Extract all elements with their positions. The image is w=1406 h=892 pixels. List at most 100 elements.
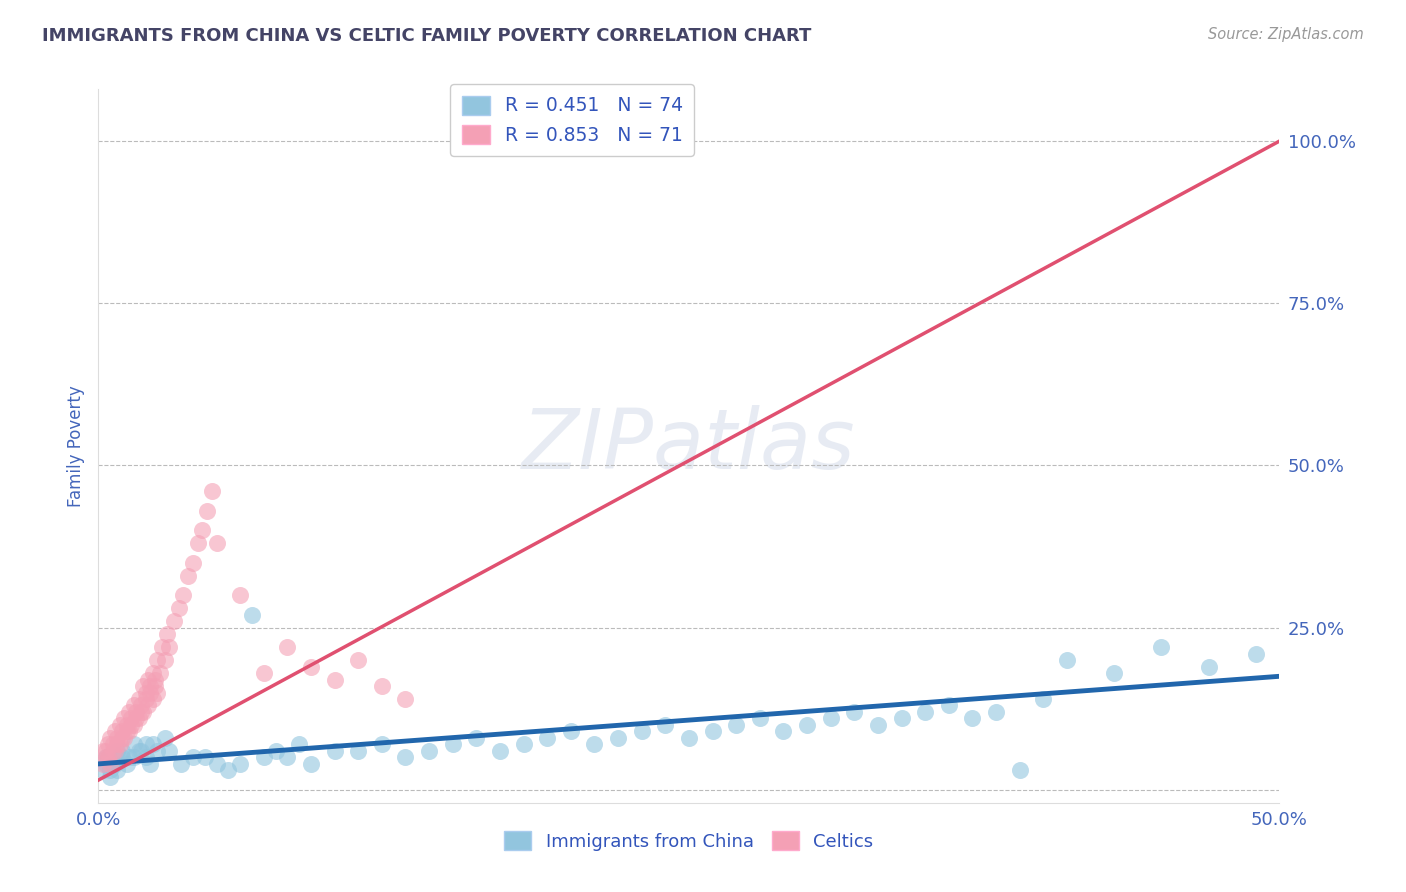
Point	[194, 750, 217, 764]
Point	[170, 756, 193, 771]
Point	[121, 711, 143, 725]
Point	[1032, 692, 1054, 706]
Point	[288, 738, 311, 752]
Point	[115, 724, 138, 739]
Point	[240, 607, 263, 622]
Point	[135, 750, 157, 764]
Point	[253, 666, 276, 681]
Point	[205, 756, 228, 771]
Point	[111, 731, 134, 745]
Point	[136, 673, 159, 687]
Point	[1244, 647, 1267, 661]
Point	[181, 556, 204, 570]
Point	[101, 744, 124, 758]
Point	[122, 750, 145, 764]
Point	[135, 692, 157, 706]
Point	[157, 744, 180, 758]
Point	[264, 744, 287, 758]
Point	[725, 718, 748, 732]
Point	[217, 764, 239, 778]
Point	[748, 711, 770, 725]
Point	[94, 744, 117, 758]
Point	[1102, 666, 1125, 681]
Point	[962, 711, 984, 725]
Point	[187, 536, 209, 550]
Text: IMMIGRANTS FROM CHINA VS CELTIC FAMILY POVERTY CORRELATION CHART: IMMIGRANTS FROM CHINA VS CELTIC FAMILY P…	[42, 27, 811, 45]
Point	[607, 731, 630, 745]
Point	[98, 770, 121, 784]
Text: Source: ZipAtlas.com: Source: ZipAtlas.com	[1208, 27, 1364, 42]
Point	[132, 679, 155, 693]
Point	[135, 685, 157, 699]
Point	[150, 640, 173, 654]
Point	[866, 718, 889, 732]
Point	[371, 738, 394, 752]
Point	[139, 685, 162, 699]
Point	[914, 705, 936, 719]
Point	[104, 744, 127, 758]
Point	[118, 750, 141, 764]
Point	[702, 724, 724, 739]
Point	[101, 756, 124, 771]
Point	[111, 750, 134, 764]
Point	[129, 744, 152, 758]
Point	[122, 738, 145, 752]
Point	[1150, 640, 1173, 654]
Text: ZIPatlas: ZIPatlas	[522, 406, 856, 486]
Point	[105, 764, 128, 778]
Point	[91, 744, 114, 758]
Point	[104, 724, 127, 739]
Point	[465, 731, 488, 745]
Point	[118, 705, 141, 719]
Point	[128, 744, 150, 758]
Point	[125, 711, 148, 725]
Point	[844, 705, 866, 719]
Point	[108, 738, 131, 752]
Point	[156, 627, 179, 641]
Point	[181, 750, 204, 764]
Point	[91, 756, 114, 771]
Point	[139, 679, 162, 693]
Point	[276, 640, 298, 654]
Point	[139, 756, 162, 771]
Point	[394, 750, 416, 764]
Point	[796, 718, 818, 732]
Point	[1008, 764, 1031, 778]
Point	[1056, 653, 1078, 667]
Legend: Immigrants from China, Celtics: Immigrants from China, Celtics	[498, 824, 880, 858]
Point	[97, 738, 120, 752]
Point	[115, 756, 138, 771]
Point	[121, 718, 143, 732]
Point	[97, 750, 120, 764]
Point	[118, 724, 141, 739]
Point	[143, 679, 166, 693]
Point	[299, 659, 322, 673]
Point	[108, 718, 131, 732]
Point	[91, 764, 114, 778]
Point	[142, 738, 165, 752]
Point	[820, 711, 842, 725]
Point	[135, 738, 157, 752]
Point	[191, 524, 214, 538]
Point	[122, 698, 145, 713]
Point	[560, 724, 582, 739]
Point	[536, 731, 558, 745]
Point	[98, 764, 121, 778]
Point	[229, 756, 252, 771]
Point	[890, 711, 912, 725]
Point	[205, 536, 228, 550]
Point	[146, 744, 169, 758]
Point	[128, 692, 150, 706]
Point	[129, 705, 152, 719]
Point	[347, 744, 370, 758]
Point	[167, 601, 190, 615]
Point	[98, 731, 121, 745]
Point	[122, 718, 145, 732]
Point	[984, 705, 1007, 719]
Point	[142, 666, 165, 681]
Point	[153, 653, 176, 667]
Point	[489, 744, 512, 758]
Point	[115, 718, 138, 732]
Point	[323, 744, 346, 758]
Point	[149, 666, 172, 681]
